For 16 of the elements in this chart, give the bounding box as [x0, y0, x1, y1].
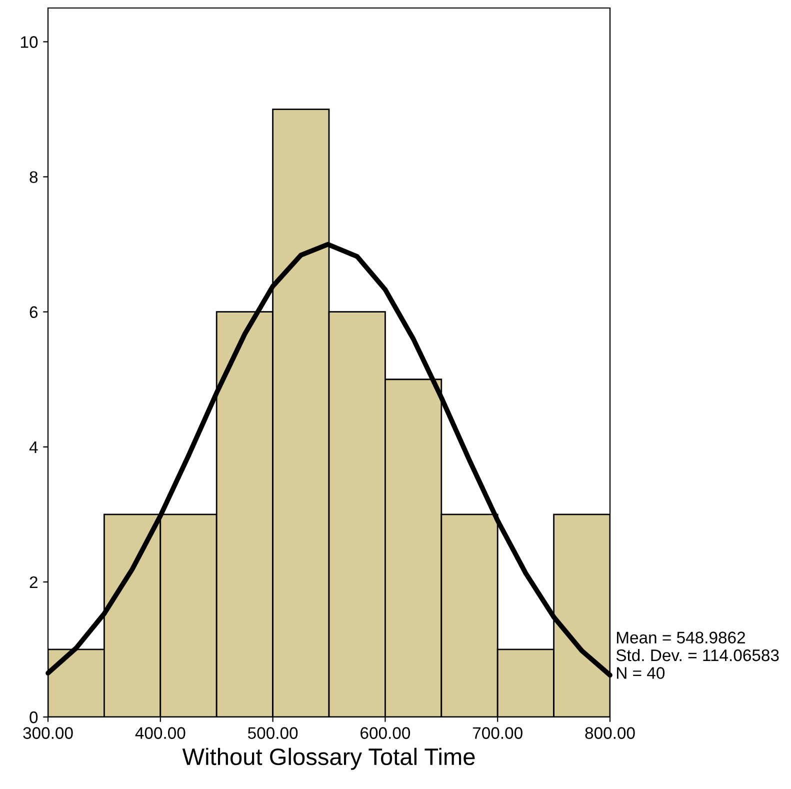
text: Mean = 548.9862: [616, 632, 745, 644]
y-tick-label: 8: [30, 171, 38, 184]
text: N = 40: [616, 667, 665, 679]
x-tick-label: 800.00: [585, 727, 635, 739]
x-tick-label: 400.00: [135, 727, 186, 739]
text: Std. Dev. = 114.06583: [616, 648, 779, 662]
y-tick-label: 6: [30, 306, 38, 318]
x-tick-label: 700.00: [472, 727, 522, 739]
y-tick-label: 0: [30, 711, 38, 724]
y-tick-label: 4: [29, 441, 38, 453]
x-tick-label: 600.00: [360, 727, 410, 739]
y-tick-label: 10: [21, 36, 38, 48]
x-axis-title: Without Glossary Total Time: [182, 748, 475, 770]
y-tick-label: 2: [30, 576, 38, 588]
x-tick-label: 300.00: [23, 727, 73, 739]
x-tick-label: 500.00: [248, 727, 298, 739]
